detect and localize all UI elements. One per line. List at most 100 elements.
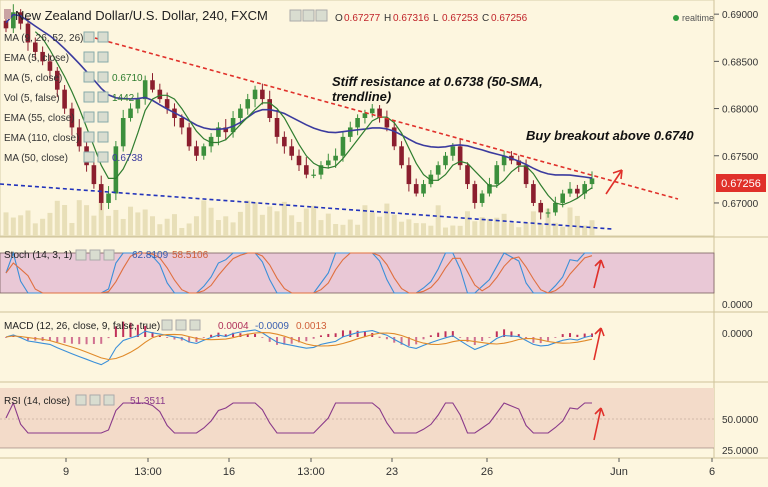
candle-body	[201, 146, 207, 156]
candle-body	[494, 165, 500, 185]
macd-histogram-bar	[356, 330, 359, 337]
candle-body	[523, 165, 529, 185]
candle-body	[238, 108, 243, 118]
indicator-gear-icon	[83, 91, 95, 103]
volume-bar	[106, 215, 112, 236]
volume-bar	[252, 202, 258, 236]
macd-histogram-bar	[246, 333, 249, 337]
volume-bar	[582, 225, 588, 236]
indicator-value: 1442	[112, 93, 135, 104]
candle-body	[472, 184, 478, 203]
macd-histogram-bar	[451, 331, 454, 337]
candle-body	[142, 80, 148, 100]
macd-histogram-bar	[305, 337, 308, 342]
volume-bar	[157, 224, 163, 236]
macd-histogram-bar	[202, 337, 205, 338]
macd-histogram-bar	[488, 337, 491, 338]
macd-histogram-bar	[129, 322, 132, 337]
volume-bar	[552, 222, 558, 236]
macd-up-arrow	[593, 327, 605, 361]
volume-bar	[171, 214, 177, 236]
ohlc-value-l: 0.67253	[442, 13, 479, 24]
volume-bar	[355, 224, 361, 236]
volume-bar	[464, 211, 470, 236]
macd-histogram-bar	[26, 337, 29, 341]
indicator-label: MA (50, close)	[4, 153, 68, 164]
volume-bar	[289, 215, 295, 236]
candle-body	[399, 146, 404, 166]
volume-bar	[333, 224, 339, 236]
candle-body	[33, 42, 38, 52]
breakout-arrow	[605, 169, 623, 195]
rsi-header: RSI (14, close) 51.3511	[4, 394, 166, 407]
macd-histogram-bar	[327, 333, 330, 337]
candle-body	[589, 178, 595, 185]
candle-body	[560, 193, 565, 203]
candle-body	[135, 99, 141, 109]
time-tick-label: 23	[386, 466, 398, 478]
ohlc-readout: O 0.67277 H 0.67316 L 0.67253 C 0.67256	[335, 13, 528, 24]
candle-body	[150, 80, 155, 90]
ma50-line	[5, 13, 593, 179]
volume-bar	[574, 215, 580, 236]
rsi-axis-25: 25.0000	[722, 446, 759, 457]
candle-body	[340, 136, 346, 156]
macd-histogram-bar	[63, 337, 66, 343]
price-tick-label: 0.68500	[722, 57, 759, 68]
candle-body	[384, 118, 390, 128]
macd-histogram-bar	[363, 331, 366, 337]
rsi-line	[5, 401, 592, 434]
volume-bar	[377, 216, 383, 236]
macd-histogram-bar	[583, 333, 586, 337]
macd-histogram-bar	[210, 334, 213, 337]
resistance-trendline	[94, 37, 679, 200]
volume-bar	[135, 212, 141, 236]
macd-histogram-bar	[459, 337, 462, 338]
macd-histogram-bar	[591, 333, 593, 337]
indicator-eye-icon	[97, 151, 109, 163]
candle-body	[326, 160, 331, 166]
candle-body	[296, 155, 302, 166]
volume-bar	[259, 214, 265, 236]
indicator-label: Vol (5, false)	[4, 93, 60, 104]
macd-histogram-bar	[349, 330, 352, 337]
candle-body	[428, 174, 434, 185]
candle-body	[11, 12, 16, 29]
candle-body	[194, 146, 199, 156]
macd-histogram-bar	[276, 337, 279, 345]
macd-histogram-bar	[429, 335, 432, 337]
macd-label: MACD (12, 26, close, 9, false, true)	[4, 321, 160, 332]
macd-histogram-bar	[547, 337, 550, 341]
current-price-value: 0.67256	[721, 178, 761, 190]
volume-bar	[201, 200, 207, 236]
candle-body	[435, 165, 441, 175]
macd-histogram-bar	[158, 335, 161, 337]
macd-signal-line	[5, 332, 593, 361]
indicator-eye-icon	[97, 71, 109, 83]
volume-bar	[340, 224, 346, 236]
candle-body	[274, 118, 280, 137]
macd-histogram-bar	[195, 337, 198, 342]
volume-bar	[98, 202, 104, 236]
macd-histogram-bar	[312, 337, 315, 339]
volume-bar	[560, 226, 566, 236]
header-icon-buttons[interactable]	[289, 9, 328, 22]
ma5-line	[34, 31, 593, 206]
current-price-tag: 0.67256	[716, 174, 766, 192]
ohlc-key-l: L	[433, 13, 439, 24]
volume-bar	[472, 221, 478, 236]
candle-body	[164, 99, 170, 109]
macd-histogram-bar	[5, 337, 7, 338]
volume-bar	[40, 218, 46, 236]
macd-histogram-bar	[283, 337, 286, 345]
macd-value-1: 0.0004	[218, 321, 249, 332]
time-tick-label: 6	[709, 466, 715, 478]
stoch-d-line	[5, 252, 593, 294]
candle-body	[267, 99, 272, 118]
indicator-eye-icon	[97, 51, 109, 63]
volume-bar	[208, 207, 214, 236]
price-axis: 0.69000 0.68500 0.68000 0.67500 0.67000	[714, 10, 759, 210]
macd-histogram-bar	[254, 333, 257, 337]
macd-histogram-bar	[422, 337, 425, 340]
